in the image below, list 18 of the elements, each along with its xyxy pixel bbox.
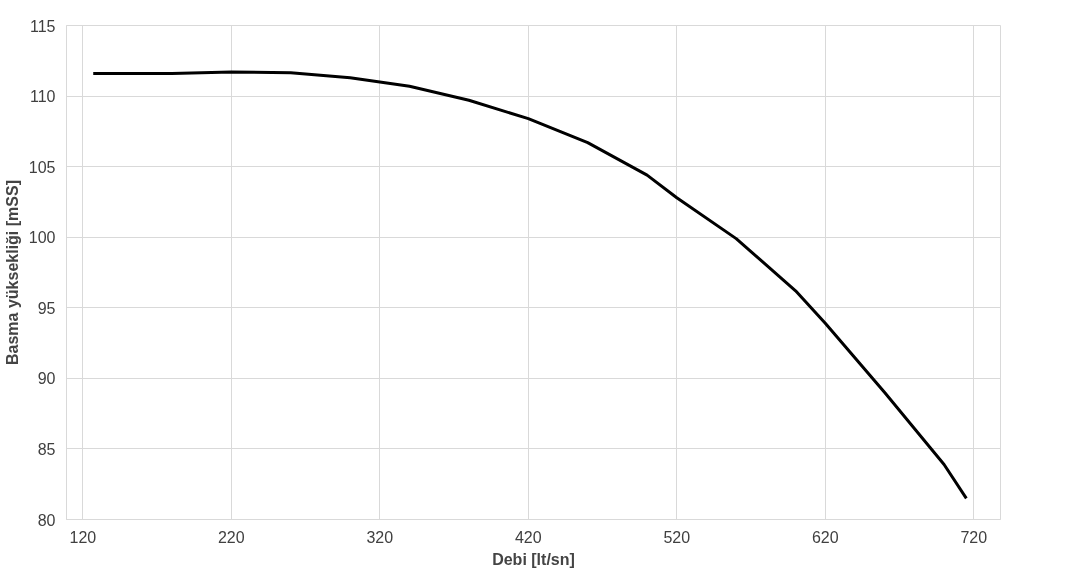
x-axis-title: Debi [lt/sn] <box>492 550 575 568</box>
y-tick-label: 85 <box>37 440 56 458</box>
x-tick-label: 720 <box>960 528 988 546</box>
x-tick-label: 520 <box>663 528 691 546</box>
y-tick-label: 100 <box>28 229 56 247</box>
x-tick-label: 320 <box>366 528 394 546</box>
x-tick-label: 620 <box>811 528 839 546</box>
line-series <box>91 70 968 500</box>
y-tick-label: 115 <box>29 17 56 35</box>
y-tick-label: 90 <box>37 370 56 388</box>
x-tick-label: 220 <box>217 528 245 546</box>
x-tick-label: 420 <box>514 528 542 546</box>
y-tick-label: 95 <box>37 299 56 317</box>
y-tick-label: 80 <box>37 511 56 529</box>
y-tick-label: 105 <box>28 158 56 176</box>
x-tick-label: 120 <box>69 528 97 546</box>
y-tick-label: 110 <box>29 88 56 106</box>
y-axis-title: Basma yüksekliği [mSS] <box>3 180 21 365</box>
